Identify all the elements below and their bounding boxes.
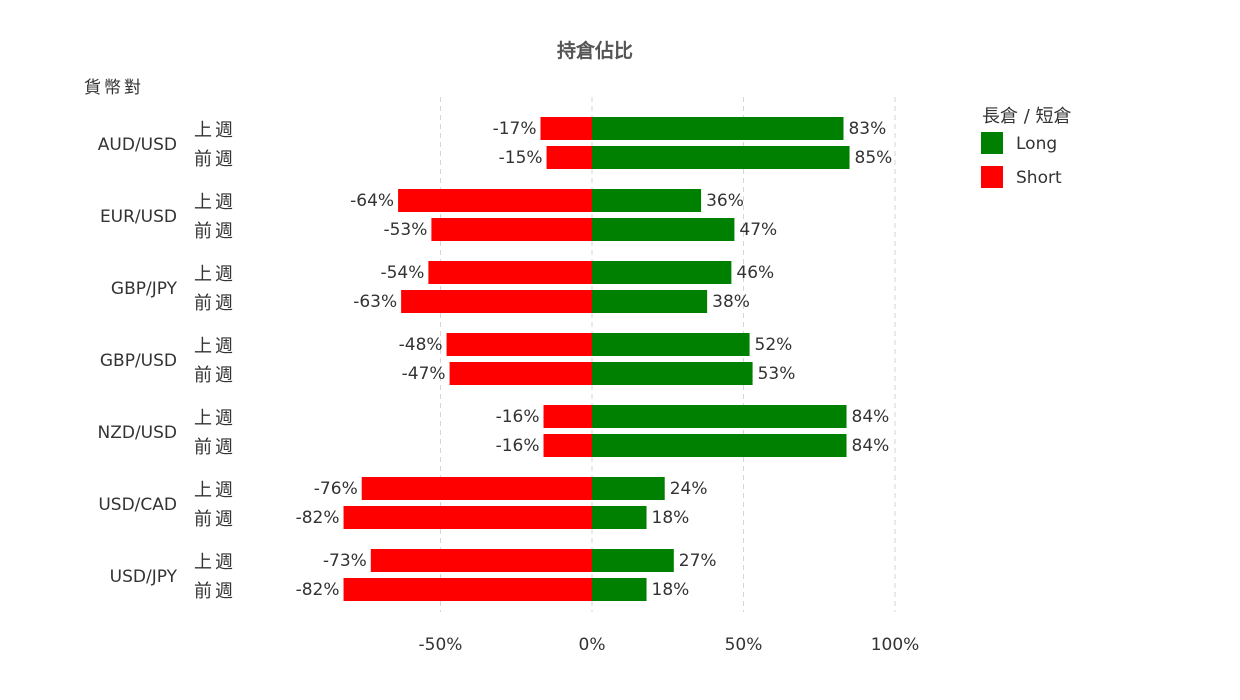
period-label: 前週: [194, 365, 236, 386]
legend: 長倉 / 短倉 Long Short: [981, 106, 1072, 188]
period-label: 上週: [194, 192, 236, 213]
long-bar: [592, 261, 732, 284]
long-bar: [592, 549, 674, 572]
period-label: 前週: [194, 581, 236, 602]
x-axis-ticks: -50% 0% 50% 100%: [419, 635, 920, 655]
long-value-label: 18%: [652, 508, 690, 528]
long-value-label: 52%: [755, 335, 793, 355]
short-value-label: -48%: [399, 335, 443, 355]
chart-title: 持倉佔比: [557, 39, 633, 62]
long-bar: [592, 146, 850, 169]
legend-label-short: Short: [1016, 168, 1062, 188]
period-label: 前週: [194, 221, 236, 242]
short-value-label: -17%: [493, 119, 537, 139]
long-bar: [592, 218, 735, 241]
short-value-label: -64%: [350, 191, 394, 211]
bars-layer: [343, 117, 850, 601]
period-label: 上週: [194, 408, 236, 429]
long-bar: [592, 578, 647, 601]
short-value-label: -16%: [496, 436, 540, 456]
pair-label: GBP/JPY: [111, 279, 178, 299]
gridlines: [440, 97, 896, 612]
pair-label: USD/JPY: [110, 567, 178, 587]
short-bar: [543, 434, 592, 457]
long-bar: [592, 434, 847, 457]
short-bar: [449, 362, 592, 385]
pair-label: USD/CAD: [98, 495, 177, 515]
long-value-label: 24%: [670, 479, 708, 499]
long-value-label: 47%: [739, 220, 777, 240]
pair-label: NZD/USD: [97, 423, 177, 443]
short-bar: [401, 290, 592, 313]
long-value-label: 84%: [852, 407, 890, 427]
period-label: 前週: [194, 149, 236, 170]
short-value-label: -47%: [402, 364, 446, 384]
long-value-label: 83%: [848, 119, 886, 139]
period-label: 上週: [194, 120, 236, 141]
x-tick-label: 0%: [579, 635, 606, 655]
long-bar: [592, 506, 647, 529]
long-bar: [592, 362, 753, 385]
short-value-label: -82%: [296, 580, 340, 600]
long-value-label: 85%: [855, 148, 893, 168]
short-bar: [446, 333, 592, 356]
short-bar: [343, 578, 592, 601]
legend-swatch-short: [981, 166, 1003, 188]
short-bar: [431, 218, 592, 241]
y-group-axis-title: 貨幣對: [84, 78, 144, 98]
long-bar: [592, 477, 665, 500]
long-bar: [592, 290, 708, 313]
period-label: 上週: [194, 552, 236, 573]
short-value-label: -82%: [296, 508, 340, 528]
short-bar: [428, 261, 592, 284]
short-bar: [543, 405, 592, 428]
short-value-label: -16%: [496, 407, 540, 427]
short-bar: [361, 477, 592, 500]
labels-layer: AUD/USD 上週 -17% 83% 前週 -15% 85% EUR/USD 上週 -64% 36…: [97, 119, 892, 602]
period-label: 前週: [194, 509, 236, 530]
long-value-label: 84%: [852, 436, 890, 456]
long-value-label: 27%: [679, 551, 717, 571]
legend-label-long: Long: [1016, 134, 1057, 154]
short-bar: [540, 117, 592, 140]
pair-label: EUR/USD: [100, 207, 177, 227]
pair-label: GBP/USD: [100, 351, 177, 371]
period-label: 上週: [194, 264, 236, 285]
period-label: 前週: [194, 437, 236, 458]
short-value-label: -53%: [383, 220, 427, 240]
period-label: 上週: [194, 336, 236, 357]
short-value-label: -15%: [499, 148, 543, 168]
short-bar: [370, 549, 592, 572]
long-value-label: 18%: [652, 580, 690, 600]
long-value-label: 53%: [758, 364, 796, 384]
long-bar: [592, 333, 750, 356]
x-tick-label: 100%: [871, 635, 920, 655]
long-bar: [592, 117, 844, 140]
long-bar: [592, 189, 702, 212]
long-value-label: 46%: [736, 263, 774, 283]
legend-swatch-long: [981, 132, 1003, 154]
short-value-label: -76%: [314, 479, 358, 499]
legend-title: 長倉 / 短倉: [982, 106, 1072, 127]
short-bar: [398, 189, 592, 212]
period-label: 前週: [194, 293, 236, 314]
x-tick-label: -50%: [419, 635, 463, 655]
long-value-label: 38%: [712, 292, 750, 312]
x-tick-label: 50%: [725, 635, 763, 655]
short-value-label: -73%: [323, 551, 367, 571]
short-value-label: -54%: [380, 263, 424, 283]
short-bar: [546, 146, 592, 169]
short-bar: [343, 506, 592, 529]
pair-label: AUD/USD: [98, 135, 177, 155]
long-bar: [592, 405, 847, 428]
long-value-label: 36%: [706, 191, 744, 211]
period-label: 上週: [194, 480, 236, 501]
short-value-label: -63%: [353, 292, 397, 312]
